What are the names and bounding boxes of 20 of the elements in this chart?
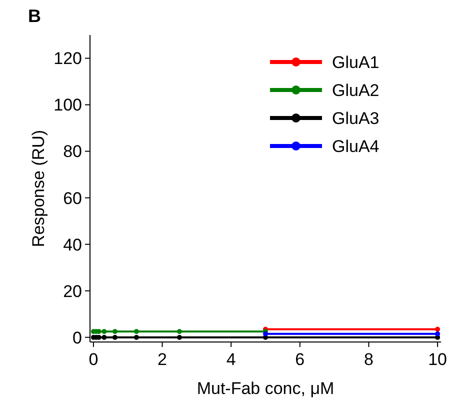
x-tick-label: 8 (364, 350, 374, 369)
x-tick-label: 4 (226, 350, 236, 369)
y-tick-label: 100 (54, 96, 82, 115)
y-tick-label: 0 (72, 328, 82, 348)
legend-label: GluA1 (332, 52, 380, 72)
text: B (28, 6, 41, 26)
x-tick-label: 0 (88, 350, 98, 369)
y-tick-label: 60 (63, 188, 82, 208)
x-tick-label: 10 (428, 350, 448, 369)
y-tick-label: 120 (54, 49, 82, 68)
legend-label: GluA4 (332, 136, 380, 156)
x-tick-label: 2 (158, 350, 167, 369)
legend-label: GluA3 (332, 108, 380, 128)
y-tick-label: 20 (63, 282, 82, 301)
x-tick-label: 6 (295, 350, 305, 369)
y-tick-label: 80 (63, 142, 82, 162)
legend-label: GluA2 (332, 80, 380, 100)
y-axis-title: Response (RU) (29, 130, 48, 248)
x-axis-title: Mut-Fab conc, μM (196, 379, 334, 398)
y-tick-label: 40 (63, 235, 82, 254)
